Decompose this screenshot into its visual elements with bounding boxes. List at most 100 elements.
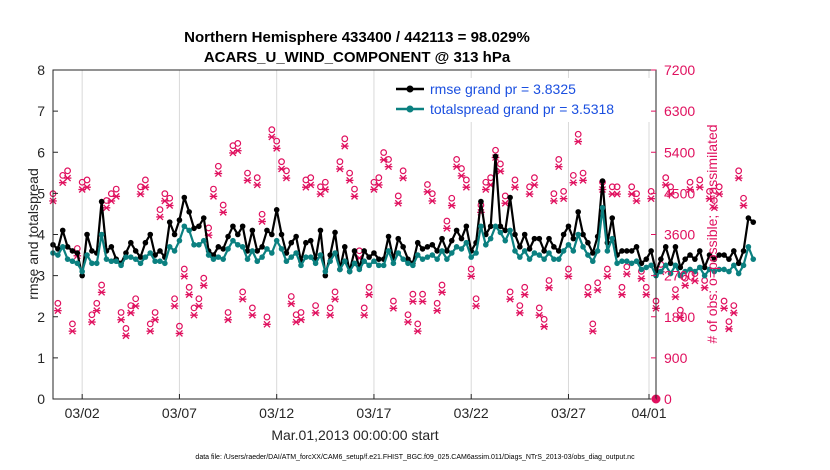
obs-possible-marker	[346, 169, 354, 177]
obs-possible-marker	[565, 265, 572, 273]
totalspread-point	[696, 264, 703, 271]
rmse-point	[478, 198, 484, 205]
obs-possible-marker	[672, 286, 679, 294]
obs-possible-marker	[686, 178, 694, 186]
rmse-point	[570, 235, 577, 242]
totalspread-point	[249, 248, 256, 254]
obs-possible-marker	[307, 174, 315, 182]
obs-possible-marker	[613, 183, 621, 191]
obs-assimilated-marker	[730, 309, 738, 317]
totalspread-point	[726, 268, 732, 275]
totalspread-point	[200, 237, 207, 244]
obs-possible-marker	[506, 288, 514, 296]
obs-possible-marker	[492, 146, 499, 154]
obs-possible-marker	[409, 290, 417, 298]
left-tick-label: 4	[37, 227, 45, 243]
totalspread-point	[166, 244, 173, 250]
totalspread-point	[220, 256, 227, 262]
totalspread-point	[410, 262, 416, 269]
obs-assimilated-marker	[705, 195, 714, 203]
obs-possible-marker	[647, 187, 655, 195]
totalspread-point	[594, 248, 601, 254]
obs-possible-marker	[399, 167, 407, 175]
totalspread-point	[239, 244, 246, 250]
obs-assimilated-marker	[199, 282, 208, 289]
rmse-point	[176, 217, 183, 223]
rmse-point	[672, 244, 679, 250]
totalspread-point	[64, 256, 71, 262]
obs-assimilated-marker	[253, 181, 262, 189]
obs-assimilated-marker	[297, 316, 305, 324]
obs-assimilated-marker	[68, 327, 77, 335]
obs-possible-marker	[146, 320, 154, 328]
obs-possible-marker	[594, 279, 602, 287]
obs-possible-marker	[424, 181, 431, 188]
totalspread-point	[453, 244, 460, 250]
obs-assimilated-marker	[379, 156, 388, 164]
rmse-point	[624, 248, 630, 254]
totalspread-point	[337, 266, 343, 273]
rmse-point	[128, 239, 134, 246]
totalspread-point	[745, 244, 752, 250]
obs-assimilated-marker	[438, 288, 446, 296]
rmse-point	[239, 223, 246, 230]
left-tick-label: 1	[37, 350, 45, 366]
obs-assimilated-marker	[545, 284, 553, 292]
totalspread-point	[512, 248, 518, 254]
obs-assimilated-marker	[540, 323, 548, 331]
obs-assimilated-marker	[700, 284, 709, 292]
obs-assimilated-marker	[258, 218, 266, 225]
obs-possible-marker	[156, 206, 164, 214]
obs-assimilated-marker	[433, 307, 441, 315]
obs-assimilated-marker	[564, 272, 573, 280]
obs-assimilated-marker	[151, 316, 159, 324]
obs-assimilated-marker	[345, 176, 354, 184]
obs-possible-marker	[88, 311, 96, 319]
obs-possible-marker	[273, 137, 281, 145]
obs-possible-marker	[214, 162, 222, 170]
obs-assimilated-marker	[443, 224, 451, 232]
totalspread-point	[317, 252, 324, 258]
rmse-point	[249, 227, 256, 234]
obs-assimilated-marker	[686, 186, 694, 193]
obs-possible-marker	[681, 274, 689, 282]
obs-assimilated-marker	[272, 144, 281, 152]
obs-assimilated-marker	[122, 332, 130, 340]
totalspread-point	[526, 256, 533, 262]
obs-possible-marker	[117, 309, 125, 316]
obs-possible-marker	[380, 149, 388, 156]
obs-possible-marker	[584, 283, 592, 291]
obs-assimilated-marker	[243, 176, 252, 184]
obs-assimilated-marker	[399, 174, 407, 182]
obs-assimilated-marker	[331, 295, 339, 303]
rmse-point	[89, 248, 95, 254]
legend-rmse: rmse grand pr = 3.8325	[430, 81, 576, 97]
obs-assimilated-marker	[112, 192, 121, 200]
obs-assimilated-marker	[462, 183, 471, 191]
obs-assimilated-marker	[632, 197, 641, 205]
rmse-point	[414, 239, 421, 246]
rmse-point	[560, 231, 567, 238]
rmse-point	[643, 256, 650, 262]
obs-assimilated-marker	[516, 309, 524, 317]
totalspread-point	[79, 268, 85, 275]
totalspread-point	[448, 250, 455, 256]
totalspread-point	[701, 272, 708, 279]
totalspread-point	[327, 258, 333, 265]
obs-assimilated-marker	[691, 277, 699, 285]
x-tick-label: 03/27	[551, 405, 586, 421]
obs-assimilated-marker	[165, 202, 174, 209]
obs-possible-marker	[234, 139, 242, 147]
obs-assimilated-marker	[350, 192, 359, 200]
obs-assimilated-marker	[584, 291, 592, 299]
rmse-point	[458, 235, 465, 242]
obs-assimilated-marker	[83, 183, 91, 191]
totalspread-point	[662, 262, 669, 269]
obs-assimilated-marker	[365, 291, 373, 299]
obs-assimilated-marker	[739, 202, 748, 209]
totalspread-point	[108, 258, 115, 265]
obs-assimilated-marker	[579, 176, 587, 184]
rmse-point	[575, 209, 581, 215]
rmse-point	[98, 198, 105, 205]
